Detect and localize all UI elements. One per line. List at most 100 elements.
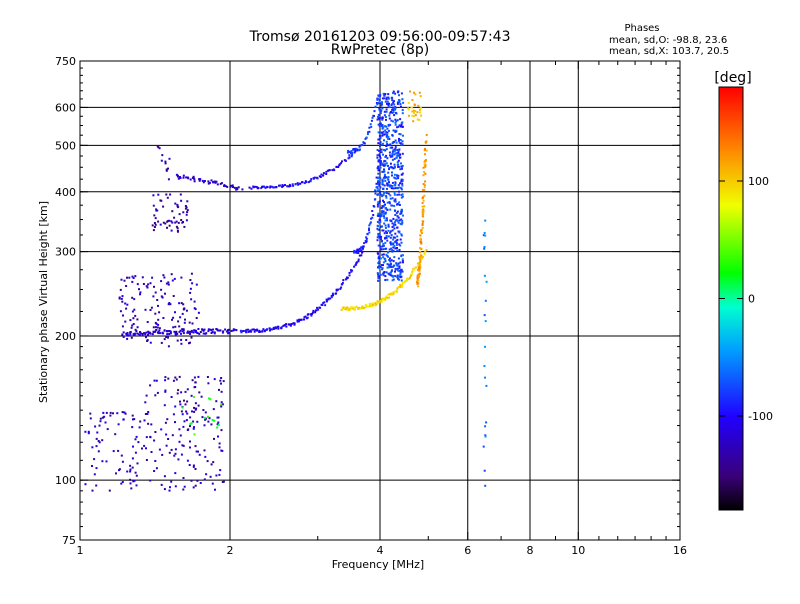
echo-point bbox=[192, 464, 195, 467]
echo-point bbox=[99, 420, 102, 423]
echo-point bbox=[108, 489, 111, 492]
echo-point bbox=[182, 332, 185, 335]
echo-point bbox=[138, 426, 141, 429]
y-tick-label: 600 bbox=[55, 101, 76, 114]
echo-point bbox=[391, 185, 394, 188]
echo-point bbox=[394, 209, 397, 212]
echo-point bbox=[129, 464, 132, 467]
echo-point bbox=[127, 334, 130, 337]
echo-point bbox=[129, 319, 132, 322]
echo-point bbox=[483, 365, 486, 367]
echo-point bbox=[392, 278, 395, 281]
echo-point bbox=[172, 379, 175, 382]
echo-point bbox=[236, 188, 239, 191]
echo-point bbox=[143, 419, 146, 422]
echo-point bbox=[194, 408, 197, 411]
echo-point bbox=[135, 330, 138, 333]
echo-point bbox=[376, 302, 379, 304]
echo-point bbox=[161, 453, 164, 456]
echo-point bbox=[289, 324, 292, 327]
echo-point bbox=[415, 266, 418, 269]
echo-point bbox=[342, 279, 345, 282]
echo-point bbox=[126, 303, 129, 306]
echo-point bbox=[193, 178, 196, 181]
echo-point bbox=[158, 329, 161, 332]
echo-point bbox=[382, 130, 385, 133]
grid bbox=[80, 61, 680, 540]
echo-point bbox=[101, 439, 104, 442]
echo-point bbox=[112, 412, 114, 415]
echo-point bbox=[384, 173, 386, 176]
echo-point bbox=[282, 185, 285, 188]
echo-point bbox=[400, 270, 403, 272]
echo-point bbox=[369, 222, 372, 225]
echo-point bbox=[384, 133, 387, 136]
echo-point bbox=[376, 187, 379, 190]
echo-point bbox=[401, 164, 404, 167]
echo-point bbox=[377, 102, 380, 105]
echo-point bbox=[202, 332, 205, 335]
echo-point bbox=[125, 332, 128, 335]
echo-point bbox=[154, 291, 157, 294]
y-tick-label: 500 bbox=[55, 139, 76, 152]
echo-point bbox=[142, 283, 145, 285]
echo-point bbox=[206, 415, 209, 418]
echo-point bbox=[145, 436, 148, 439]
echo-point bbox=[193, 180, 196, 183]
echo-point bbox=[484, 299, 487, 302]
echo-point bbox=[397, 269, 399, 272]
echo-point bbox=[285, 323, 288, 326]
echo-point bbox=[330, 296, 333, 299]
echo-point bbox=[422, 196, 425, 199]
echo-point bbox=[418, 91, 421, 94]
echo-point bbox=[161, 296, 164, 299]
echo-point bbox=[99, 417, 102, 420]
echo-point bbox=[164, 390, 167, 393]
echo-point bbox=[155, 329, 158, 332]
echo-point bbox=[237, 186, 240, 189]
echo-point bbox=[207, 328, 210, 331]
echo-point bbox=[95, 445, 98, 448]
echo-point bbox=[392, 106, 395, 109]
echo-point bbox=[193, 307, 196, 310]
echo-point bbox=[222, 380, 225, 383]
echo-point bbox=[385, 195, 388, 198]
echo-point bbox=[396, 276, 399, 279]
echo-point bbox=[401, 270, 404, 273]
echo-point bbox=[91, 446, 94, 449]
y-tick-label: 100 bbox=[55, 474, 76, 487]
echo-point bbox=[398, 265, 401, 268]
echo-point bbox=[126, 337, 129, 340]
echo-point bbox=[178, 428, 181, 431]
echo-point bbox=[281, 185, 284, 188]
echo-point bbox=[382, 142, 385, 145]
echo-point bbox=[95, 484, 98, 487]
echo-point bbox=[412, 120, 415, 123]
echo-point bbox=[149, 435, 152, 438]
echo-point bbox=[337, 288, 340, 291]
echo-point bbox=[375, 176, 378, 179]
echo-point bbox=[312, 177, 315, 180]
echo-point bbox=[377, 142, 380, 145]
echo-point bbox=[388, 202, 391, 205]
echo-point bbox=[391, 108, 393, 111]
echo-point bbox=[141, 332, 144, 335]
echo-point bbox=[357, 258, 360, 261]
echo-point bbox=[382, 253, 385, 256]
echo-point bbox=[385, 234, 388, 237]
echo-point bbox=[391, 266, 394, 269]
echo-point bbox=[420, 254, 423, 257]
echo-point bbox=[353, 308, 356, 310]
echo-point bbox=[401, 98, 404, 101]
echo-point bbox=[173, 454, 176, 457]
echo-point bbox=[172, 413, 175, 416]
echo-point bbox=[181, 406, 184, 409]
echo-point bbox=[420, 230, 423, 233]
echo-point bbox=[220, 403, 223, 406]
echo-point bbox=[423, 160, 426, 163]
echo-point bbox=[184, 403, 187, 406]
echo-point bbox=[245, 331, 248, 334]
echo-point bbox=[158, 147, 161, 150]
echo-point bbox=[262, 328, 265, 331]
echo-point bbox=[279, 184, 282, 187]
